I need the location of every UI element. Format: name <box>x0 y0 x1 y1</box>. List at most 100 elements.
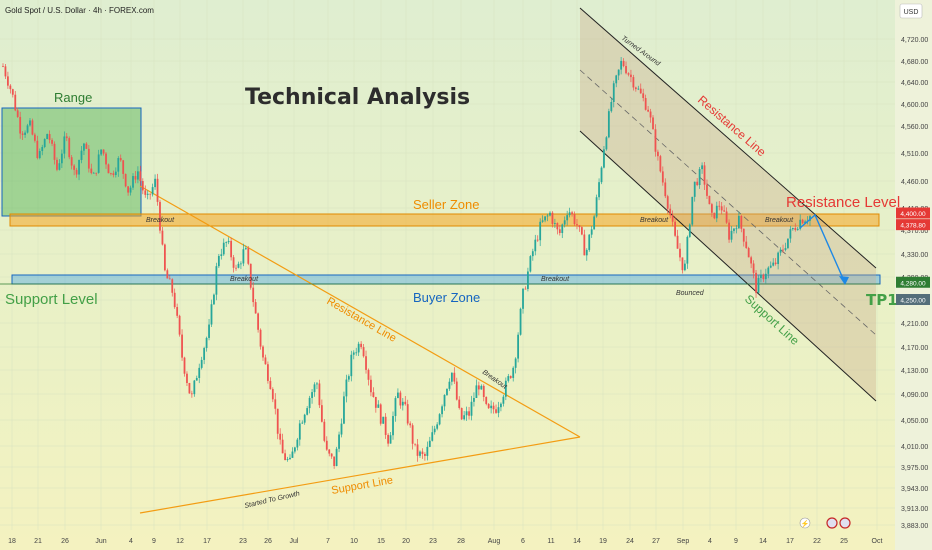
candle-body[interactable] <box>529 256 532 272</box>
candle-body[interactable] <box>514 358 517 368</box>
candle-body[interactable] <box>536 239 539 241</box>
candle-body[interactable] <box>752 263 755 273</box>
candle-body[interactable] <box>441 406 443 415</box>
candle-body[interactable] <box>144 190 147 195</box>
candle-body[interactable] <box>772 262 775 266</box>
candle-body[interactable] <box>436 424 439 429</box>
candle-body[interactable] <box>269 380 272 390</box>
candle-body[interactable] <box>625 66 627 74</box>
candle-body[interactable] <box>313 384 316 393</box>
candle-body[interactable] <box>87 148 90 169</box>
candle-body[interactable] <box>100 149 103 155</box>
candle-body[interactable] <box>431 432 434 441</box>
candle-body[interactable] <box>544 216 546 221</box>
candle-body[interactable] <box>225 242 228 243</box>
candle-body[interactable] <box>774 262 777 265</box>
candle-body[interactable] <box>534 239 537 252</box>
candle-body[interactable] <box>16 110 19 117</box>
candle-body[interactable] <box>26 125 29 133</box>
candle-body[interactable] <box>63 136 66 154</box>
candle-body[interactable] <box>634 87 637 90</box>
candle-body[interactable] <box>200 359 203 368</box>
candle-body[interactable] <box>568 212 571 216</box>
candle-body[interactable] <box>703 165 706 185</box>
candle-body[interactable] <box>509 376 512 378</box>
candle-body[interactable] <box>75 169 78 175</box>
candle-body[interactable] <box>220 254 223 256</box>
candle-body[interactable] <box>171 279 174 293</box>
candle-body[interactable] <box>495 409 497 413</box>
candle-body[interactable] <box>29 120 31 126</box>
candle-body[interactable] <box>195 377 198 381</box>
candle-body[interactable] <box>411 425 414 444</box>
candle-body[interactable] <box>603 149 605 168</box>
candle-body[interactable] <box>561 224 564 234</box>
candle-body[interactable] <box>566 215 569 221</box>
candle-body[interactable] <box>644 98 647 110</box>
candle-body[interactable] <box>696 181 699 186</box>
candle-body[interactable] <box>546 215 549 217</box>
candle-body[interactable] <box>149 193 152 195</box>
candle-body[interactable] <box>284 453 286 461</box>
candle-body[interactable] <box>446 388 448 395</box>
candle-body[interactable] <box>500 403 502 408</box>
candle-body[interactable] <box>477 385 480 390</box>
candle-body[interactable] <box>674 221 676 236</box>
candle-body[interactable] <box>347 376 350 380</box>
candle-body[interactable] <box>473 397 475 402</box>
candle-body[interactable] <box>767 267 770 274</box>
candle-body[interactable] <box>590 229 593 235</box>
candle-body[interactable] <box>4 66 7 77</box>
candle-body[interactable] <box>482 385 485 397</box>
candle-body[interactable] <box>208 324 210 338</box>
candle-body[interactable] <box>779 249 782 253</box>
candle-body[interactable] <box>190 393 193 395</box>
candle-body[interactable] <box>438 414 441 425</box>
candle-body[interactable] <box>102 149 105 154</box>
candle-body[interactable] <box>2 66 4 68</box>
candle-body[interactable] <box>563 220 566 225</box>
candle-body[interactable] <box>627 73 630 75</box>
candle-body[interactable] <box>316 383 318 385</box>
candle-body[interactable] <box>127 186 129 193</box>
candle-body[interactable] <box>286 459 289 461</box>
candle-body[interactable] <box>755 272 757 293</box>
candle-body[interactable] <box>267 364 269 381</box>
candle-body[interactable] <box>730 230 733 240</box>
candle-body[interactable] <box>573 214 576 225</box>
candle-body[interactable] <box>382 416 385 424</box>
candle-body[interactable] <box>340 423 343 435</box>
candle-body[interactable] <box>583 234 586 256</box>
candle-body[interactable] <box>298 423 301 440</box>
candle-body[interactable] <box>154 178 156 188</box>
candle-body[interactable] <box>119 158 122 161</box>
candle-body[interactable] <box>490 405 493 409</box>
candle-body[interactable] <box>137 171 139 180</box>
candle-body[interactable] <box>458 399 461 408</box>
candle-body[interactable] <box>132 176 134 188</box>
candle-body[interactable] <box>610 101 613 112</box>
candle-body[interactable] <box>654 129 657 152</box>
candle-body[interactable] <box>92 172 95 174</box>
candle-body[interactable] <box>428 440 431 447</box>
candle-body[interactable] <box>728 222 730 240</box>
candle-body[interactable] <box>68 138 71 158</box>
candle-body[interactable] <box>181 334 183 358</box>
candle-body[interactable] <box>60 153 63 164</box>
symbol-title[interactable]: Gold Spot / U.S. Dollar · 4h · FOREX.com <box>5 6 154 15</box>
candle-body[interactable] <box>230 240 233 258</box>
candle-body[interactable] <box>276 408 279 434</box>
candle-body[interactable] <box>262 346 264 358</box>
candle-body[interactable] <box>389 435 392 444</box>
candle-body[interactable] <box>367 369 370 380</box>
candle-body[interactable] <box>588 234 591 250</box>
candle-body[interactable] <box>595 197 598 217</box>
candle-body[interactable] <box>56 159 58 170</box>
candle-body[interactable] <box>558 229 561 234</box>
candle-body[interactable] <box>392 416 394 436</box>
candle-body[interactable] <box>51 139 53 144</box>
candle-body[interactable] <box>664 182 667 197</box>
candle-body[interactable] <box>742 228 745 242</box>
price-marker-tag[interactable] <box>896 219 930 231</box>
candle-body[interactable] <box>693 181 696 197</box>
